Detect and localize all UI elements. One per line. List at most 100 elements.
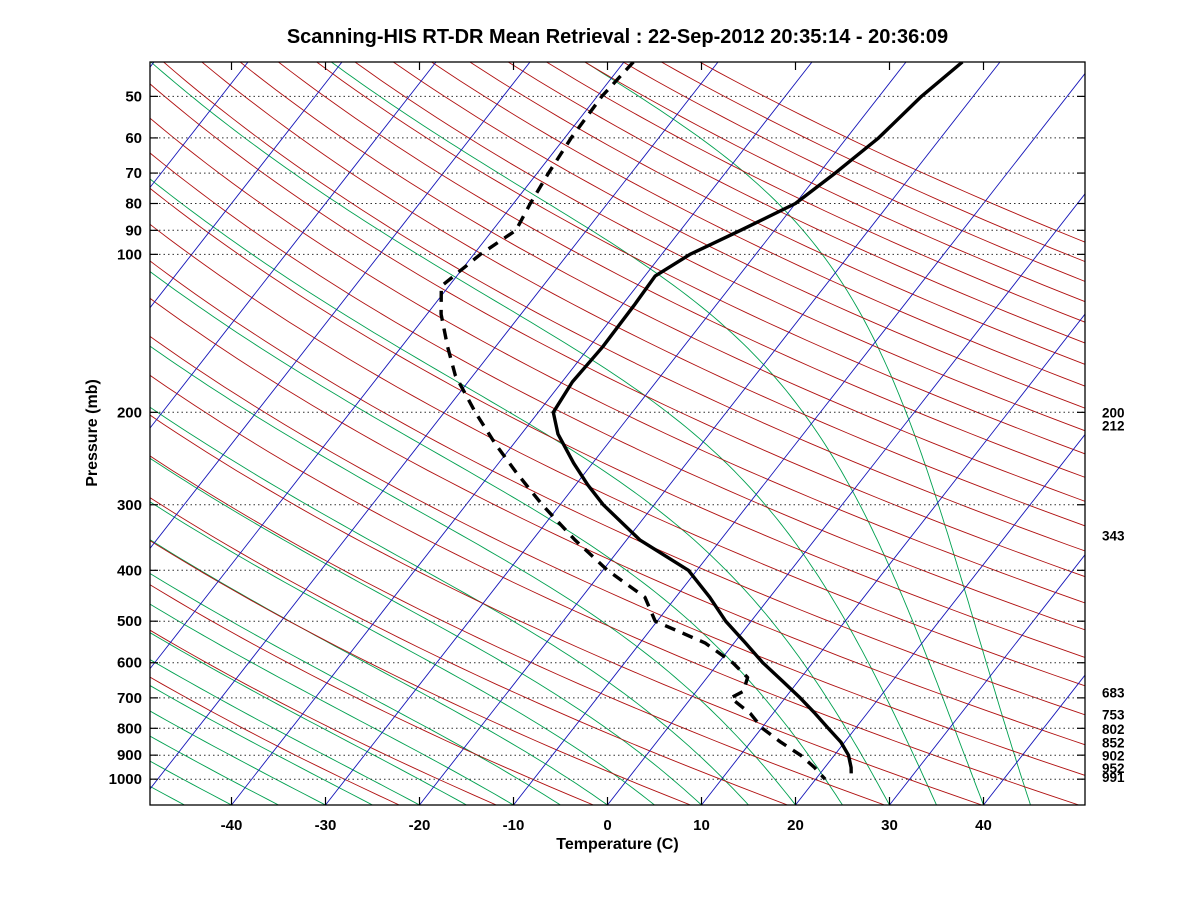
- dry-adiabat-line: [150, 117, 1085, 604]
- y-tick-label: 80: [125, 196, 142, 213]
- chart-title: Scanning-HIS RT-DR Mean Retrieval : 22-S…: [286, 26, 949, 48]
- dry-adiabat-line: [150, 497, 788, 805]
- isotherm-line: [150, 62, 437, 429]
- y-tick-label: 600: [117, 655, 142, 672]
- moist-adiabat-line: [0, 62, 44, 805]
- moist-adiabat-line: [150, 178, 890, 805]
- right-level-label: 852: [1102, 736, 1125, 751]
- y-tick-label: 60: [125, 130, 142, 147]
- isotherm-line: [150, 62, 249, 189]
- dry-adiabat-line: [431, 62, 1085, 387]
- plot-frame: [149, 61, 1086, 806]
- dry-adiabat-line: [163, 62, 1085, 552]
- dry-adiabat-line: [354, 62, 1085, 432]
- dry-adiabat-line: [150, 260, 1085, 716]
- isotherm-line: [889, 554, 1085, 805]
- isotherm-line: [419, 62, 1001, 805]
- dry-adiabat-line: [150, 335, 1085, 776]
- dry-adiabat-line: [622, 62, 1085, 282]
- y-tick-label: 70: [125, 165, 142, 182]
- isotherm-line: [150, 62, 531, 550]
- dry-adiabat-line: [393, 62, 1085, 409]
- y-tick-label: 90: [125, 222, 142, 239]
- y-tick-label: 800: [117, 720, 142, 737]
- y-tick-label: 900: [117, 747, 142, 764]
- dry-adiabat-line: [699, 62, 1085, 243]
- right-level-label: 952: [1102, 761, 1125, 776]
- dry-adiabat-line: [507, 62, 1085, 344]
- y-tick-label: 700: [117, 690, 142, 707]
- isotherm-line: [701, 313, 1085, 805]
- moist-adiabat-line: [150, 345, 796, 805]
- plot-area: [0, 62, 1085, 805]
- y-tick-label: 500: [117, 613, 142, 630]
- right-level-label: 902: [1102, 749, 1125, 764]
- right-level-label: 200: [1102, 405, 1125, 420]
- x-tick-label: -40: [221, 817, 243, 834]
- moist-adiabat-line: [150, 271, 843, 805]
- right-level-label: 683: [1102, 685, 1125, 700]
- isotherm-line: [983, 674, 1085, 805]
- isotherms-group: [150, 62, 1085, 805]
- moist-adiabat-line: [150, 572, 561, 805]
- moist-adiabat-line: [331, 62, 984, 805]
- y-tick-label: 100: [117, 246, 142, 263]
- dry-adiabat-line: [150, 223, 1085, 687]
- isotherm-line: [150, 62, 343, 309]
- x-tick-label: -20: [409, 817, 431, 834]
- isotherm-line: [150, 62, 625, 670]
- y-tick-label: 200: [117, 404, 142, 421]
- isotherm-line: [607, 193, 1085, 805]
- x-tick-label: 20: [787, 817, 804, 834]
- dry-adiabat-line: [316, 62, 1085, 455]
- right-level-label: 753: [1102, 708, 1125, 723]
- dry-adiabat-line: [150, 374, 1079, 805]
- moist-adiabats-group: [0, 62, 1031, 805]
- dewpoint-profile-line: [439, 62, 827, 781]
- y-tick-label: 400: [117, 562, 142, 579]
- moist-adiabat-line: [150, 603, 514, 805]
- dry-adiabat-line: [469, 62, 1085, 365]
- moist-adiabat-line: [0, 62, 91, 805]
- moist-adiabat-line: [150, 457, 702, 805]
- moist-adiabat-line: [150, 632, 467, 805]
- moist-adiabat-line: [150, 659, 420, 805]
- x-tick-label: 10: [693, 817, 710, 834]
- pressure-gridlines-group: [150, 95, 1085, 780]
- moist-adiabat-line: [150, 62, 937, 805]
- dry-adiabat-line: [150, 676, 400, 805]
- moist-adiabat-line: [150, 539, 608, 805]
- dry-adiabat-line: [150, 540, 691, 805]
- x-tick-label: 40: [975, 817, 992, 834]
- isotherm-line: [795, 433, 1085, 805]
- temperature-profile-line: [551, 62, 964, 774]
- dry-adiabat-line: [546, 62, 1085, 323]
- dry-adiabats-group: [150, 62, 1085, 805]
- isotherm-line: [325, 62, 907, 805]
- y-tick-label: 50: [125, 88, 142, 105]
- moist-adiabat-line: [150, 501, 655, 805]
- moist-adiabat-line: [584, 62, 1031, 805]
- dry-adiabat-line: [150, 83, 1085, 578]
- isotherm-line: [513, 72, 1085, 805]
- dry-adiabat-line: [150, 414, 982, 805]
- dry-adiabat-line: [661, 62, 1085, 263]
- dry-adiabat-line: [239, 62, 1085, 502]
- y-tick-label: 1000: [109, 771, 142, 788]
- dry-adiabat-line: [150, 297, 1085, 746]
- dry-adiabat-line: [150, 584, 594, 805]
- dry-adiabat-line: [150, 455, 885, 805]
- isotherm-line: [231, 62, 813, 805]
- moist-adiabat-line: [150, 760, 232, 805]
- moist-adiabat-line: [150, 406, 749, 805]
- x-axis-title: Temperature (C): [556, 836, 679, 853]
- y-tick-label: 300: [117, 497, 142, 514]
- isotherm-line: [150, 62, 719, 790]
- dry-adiabat-line: [150, 187, 1085, 658]
- right-level-label: 802: [1102, 722, 1125, 737]
- dry-adiabat-line: [150, 629, 497, 805]
- x-tick-label: 30: [881, 817, 898, 834]
